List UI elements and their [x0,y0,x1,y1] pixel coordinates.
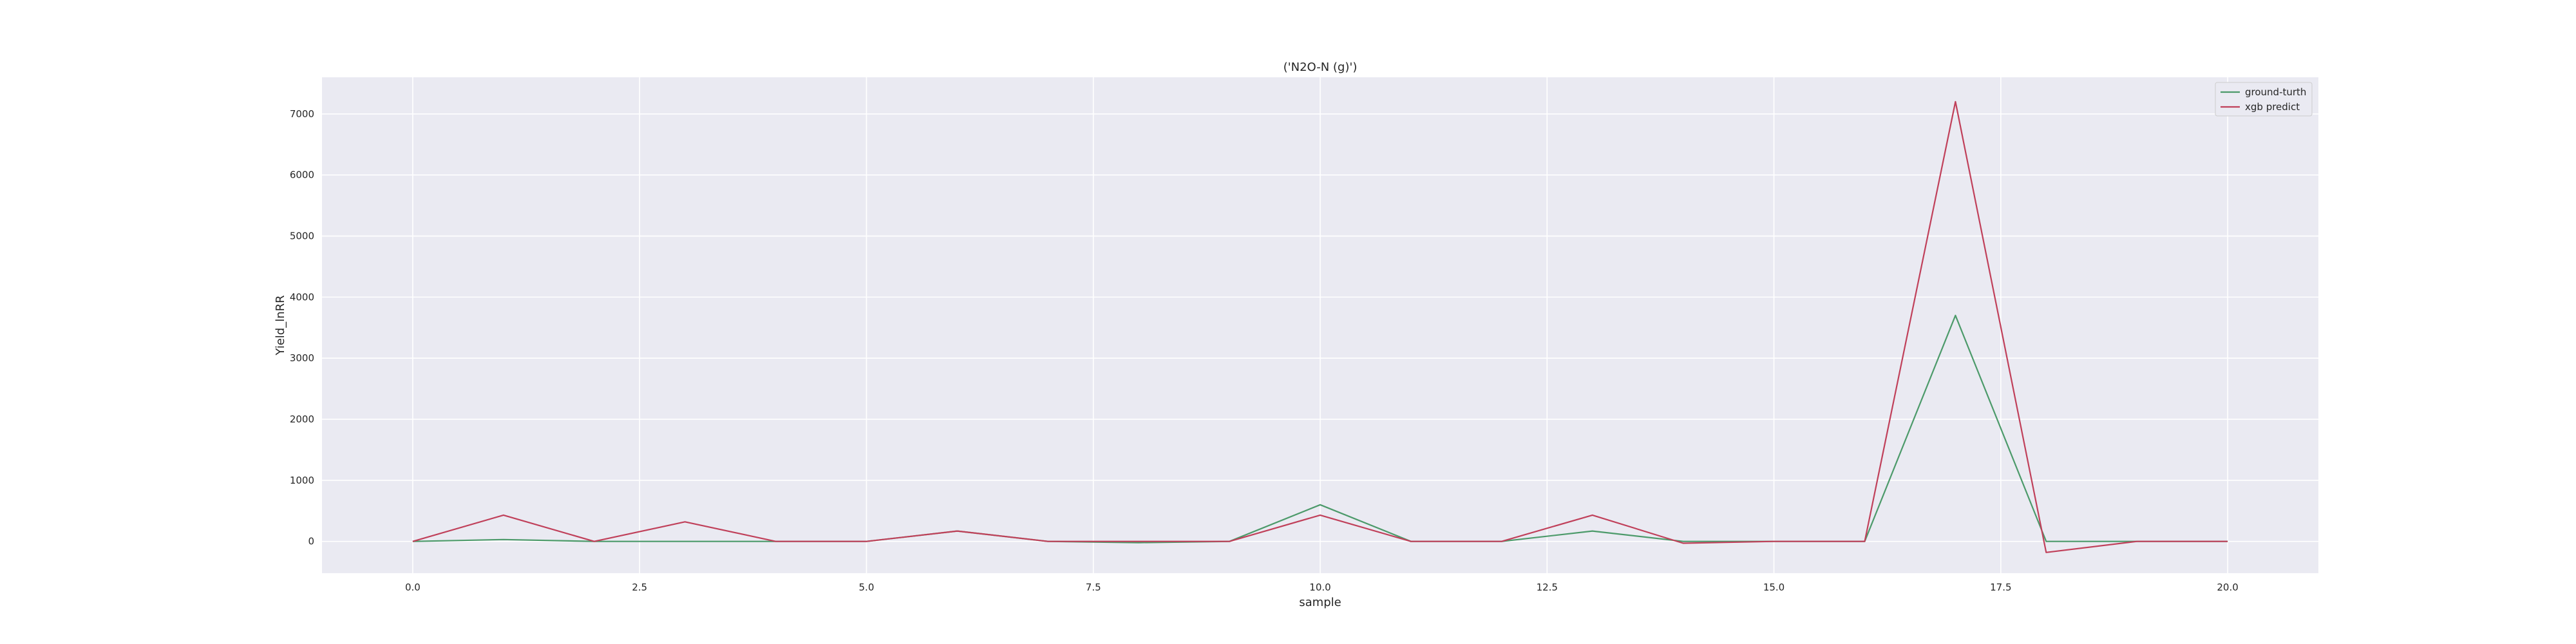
y-tick-label: 2000 [290,413,314,425]
y-tick-label: 7000 [290,108,314,120]
x-tick-label: 20.0 [2217,582,2238,593]
x-tick-label: 15.0 [1763,582,1785,593]
chart-title: ('N2O-N (g)') [1283,61,1358,74]
x-tick-label: 7.5 [1086,582,1101,593]
y-tick-label: 5000 [290,231,314,242]
y-tick-label: 6000 [290,169,314,181]
x-tick-label: 5.0 [859,582,875,593]
legend-label: xgb predict [2245,101,2300,113]
series-line-1 [412,314,2228,544]
y-tick-label: 3000 [290,352,314,364]
legend-label: ground-turth [2245,86,2306,98]
x-tick-label: 2.5 [632,582,647,593]
x-tick-label: 12.5 [1537,582,1558,593]
grid-lines [322,77,2318,573]
y-tick-label: 1000 [290,475,314,486]
y-axis-label: Yield_lnRR [274,295,287,355]
x-axis-label: sample [1299,596,1341,609]
series-line-2 [412,100,2228,553]
legend: ground-turth xgb predict [2215,82,2313,117]
x-tick-label: 10.0 [1309,582,1331,593]
x-tick-label: 0.0 [405,582,421,593]
series-layer [412,100,2228,553]
x-axis-ticks: 0.0 2.5 5.0 7.5 10.0 12.5 15.0 17.5 20.0 [405,582,2239,593]
y-tick-label: 0 [308,536,314,547]
y-axis-ticks: 0 1000 2000 3000 4000 5000 6000 7000 [290,108,314,547]
x-tick-label: 17.5 [1990,582,2011,593]
y-tick-label: 4000 [290,291,314,303]
